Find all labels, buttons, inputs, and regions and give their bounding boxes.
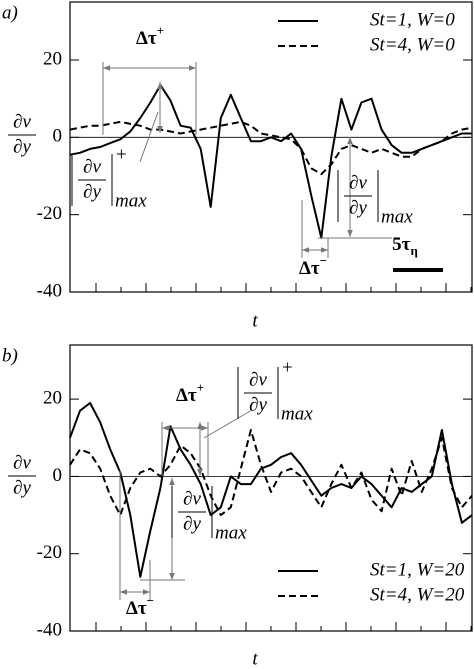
annotation-sub: max [381,206,413,227]
series-line [69,429,473,517]
fraction-den: ∂y [249,394,267,415]
y-tick-label: -40 [37,280,62,301]
annotation-line [203,409,253,439]
annotation-sup: + [197,380,204,395]
fraction-den: ∂y [13,136,31,157]
annotation-sub: max [115,190,147,211]
annotation: 5τη [392,234,418,258]
y-tick-label: 20 [43,387,62,408]
series-line [69,402,473,578]
annotation-line [139,111,159,163]
annotation-text: Δτ [299,258,320,279]
annotation-text: Δτ [136,28,157,49]
y-tick-label: -20 [37,203,62,224]
annotation: Δτ+ [176,380,204,406]
fraction-num: ∂v [13,452,31,473]
fraction-num: ∂v [249,369,267,390]
series-line [69,84,472,239]
annotation: Δτ− [126,593,154,619]
fraction-den: ∂y [349,197,367,218]
fraction-num: ∂v [349,172,367,193]
annotation-text: Δτ [176,385,197,406]
annotation: Δτ+ [136,23,164,49]
annotation-sup: + [157,23,164,38]
annotation-sub: max [215,522,247,543]
panel-label: a) [2,2,18,23]
fraction-den: ∂y [83,181,101,202]
fraction-num: ∂v [183,488,201,509]
y-tick-label: 20 [43,48,62,69]
annotation-sub: η [410,243,417,258]
legend-label: St=4, W=0 [370,34,455,55]
fraction-num: ∂v [83,156,101,177]
y-tick-label: 0 [53,465,63,486]
y-tick-label: 0 [53,126,63,147]
fraction-den: ∂y [13,477,31,498]
annotation: Δτ− [299,253,327,279]
annotation-text: Δτ [126,598,147,619]
fraction-num: ∂v [13,111,31,132]
y-tick-label: -20 [37,542,62,563]
legend-label: St=1, W=0 [370,9,455,30]
series-line [69,120,473,176]
fraction-den: ∂y [183,513,201,534]
annotation-sup: + [282,357,293,378]
annotation-sup: + [116,144,127,165]
panel-label: b) [2,345,18,366]
x-axis-label: t [252,310,258,331]
legend-label: St=4, W=20 [370,584,465,605]
annotation-text: 5τ [392,234,411,255]
legend-label: St=1, W=20 [370,559,465,580]
x-axis-label: t [252,648,258,669]
annotation-sub: max [281,403,313,424]
annotation-sup: − [147,593,154,608]
y-tick-label: -40 [37,619,62,640]
annotation-sup: − [320,253,327,268]
